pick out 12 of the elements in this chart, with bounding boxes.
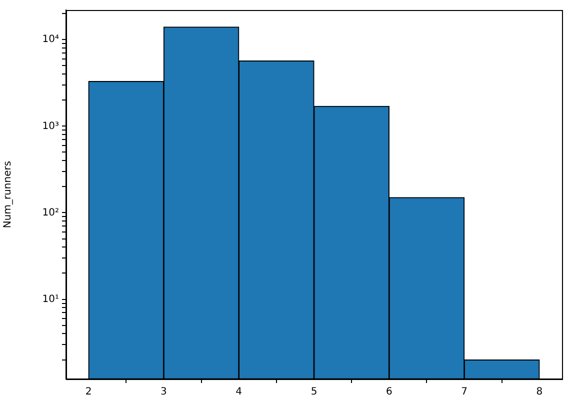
y-axis-title: Num_runners [2, 160, 14, 228]
x-tick-label: 3 [160, 386, 167, 398]
y-tick-label: 10⁴ [42, 34, 59, 46]
x-tick-label: 4 [236, 386, 242, 398]
x-tick-label: 8 [536, 386, 543, 398]
x-tick-label: 7 [461, 386, 468, 398]
x-tick-label: 6 [386, 386, 392, 398]
y-tick-label: 10³ [42, 120, 59, 132]
y-tick-label: 10¹ [42, 294, 59, 305]
x-tick-label: 5 [310, 386, 318, 398]
x-tick-label: 2 [85, 386, 92, 398]
y-tick-label: 10² [42, 207, 59, 218]
